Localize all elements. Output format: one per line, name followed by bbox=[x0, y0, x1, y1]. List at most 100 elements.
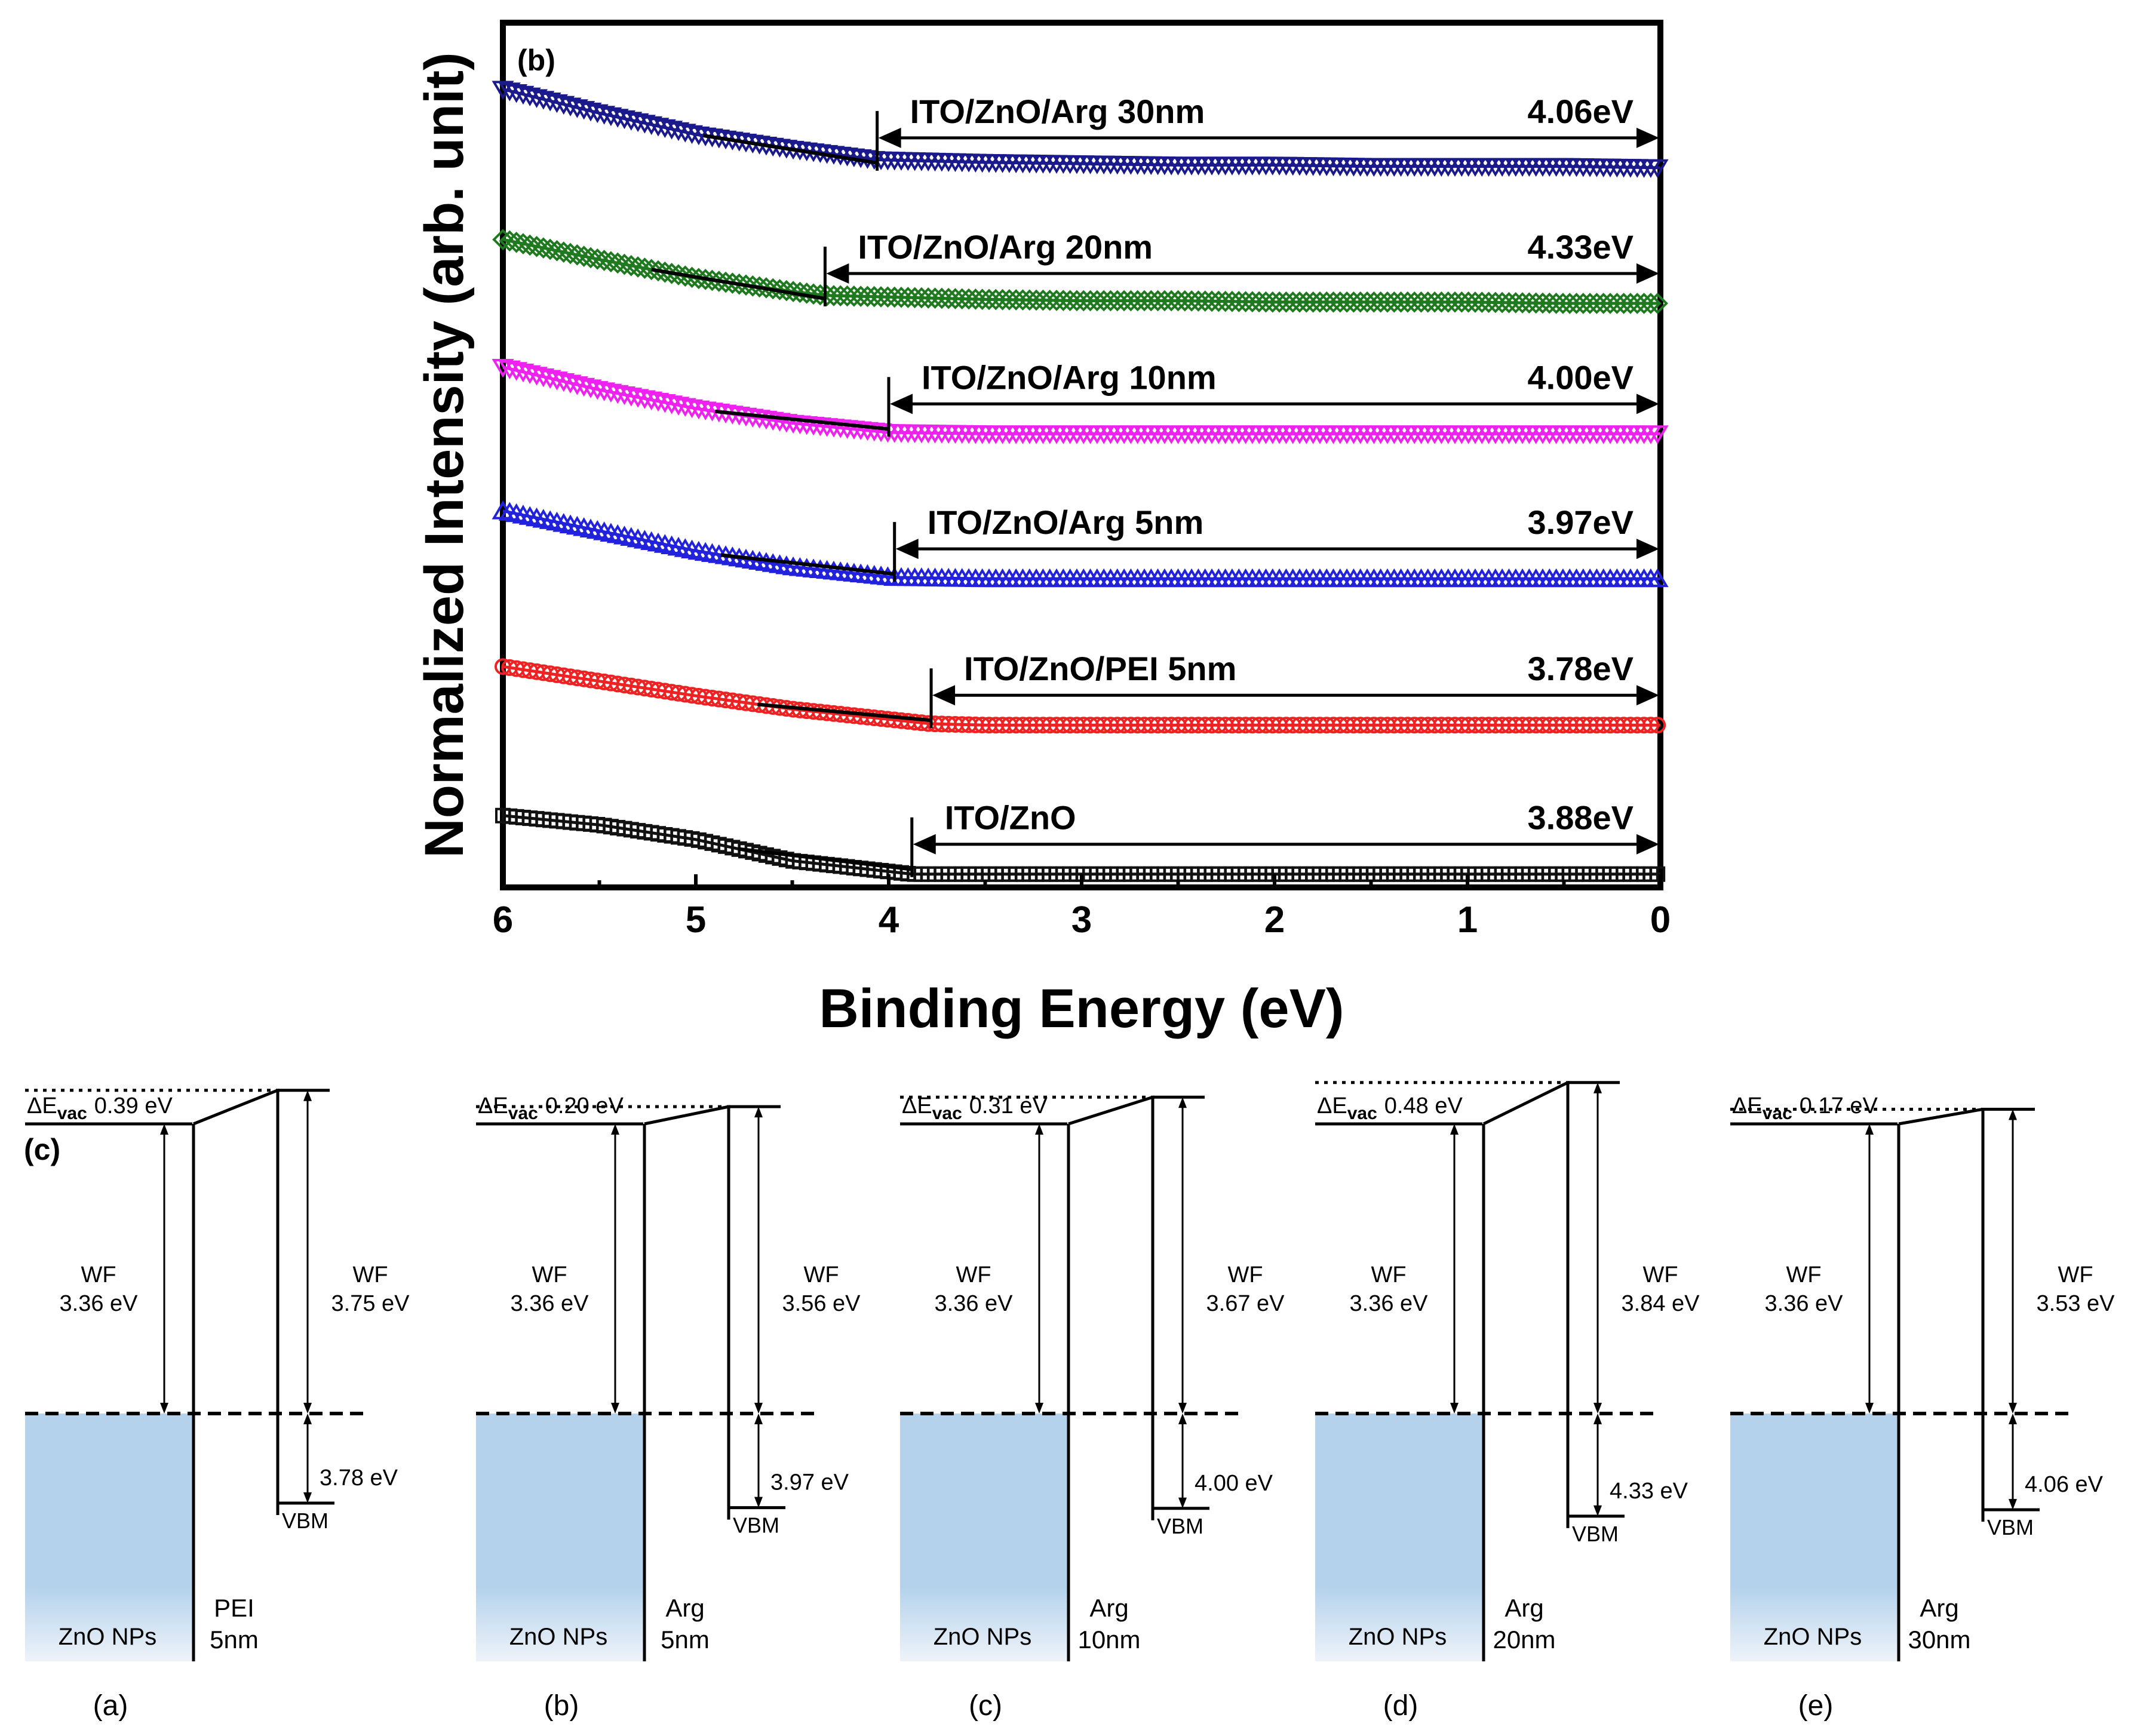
series-4: ITO/ZnO/PEI 5nm 3.78eV bbox=[495, 650, 1666, 734]
tangent-line bbox=[720, 553, 895, 576]
data-marker bbox=[499, 230, 521, 252]
data-marker bbox=[512, 233, 534, 254]
right-wf-value: 3.84 eV bbox=[1622, 1291, 1700, 1316]
data-marker bbox=[600, 251, 622, 273]
data-marker bbox=[566, 99, 588, 118]
data-marker bbox=[573, 377, 595, 397]
right-wf-arrow-head-bottom bbox=[1178, 1403, 1187, 1414]
right-wf-arrow-head-top bbox=[754, 1107, 763, 1118]
sub-panel-label: (c) bbox=[969, 1690, 1002, 1722]
data-marker bbox=[951, 288, 973, 310]
left-wf-arrow-head-top bbox=[1450, 1124, 1459, 1135]
arrow-head-right bbox=[1636, 263, 1659, 284]
sub-panel-label: (d) bbox=[1383, 1690, 1418, 1722]
delta-prefix: ΔE bbox=[902, 1093, 932, 1119]
vbm-value: 3.97 eV bbox=[770, 1470, 849, 1495]
data-marker bbox=[1046, 290, 1067, 311]
x-tick-layer: 6 5 4 3 2 1 0 bbox=[493, 874, 1671, 941]
left-wf-value: 3.36 eV bbox=[60, 1291, 139, 1316]
data-marker bbox=[627, 256, 649, 278]
data-marker bbox=[1005, 289, 1027, 311]
vbm-value: 4.06 eV bbox=[2025, 1472, 2104, 1497]
arrow-head-left bbox=[895, 539, 919, 560]
data-marker bbox=[613, 253, 635, 275]
data-marker bbox=[843, 285, 865, 307]
left-wf-label: WF bbox=[1786, 1262, 1821, 1288]
delta-sub: vac bbox=[57, 1104, 87, 1123]
data-marker bbox=[1174, 290, 1196, 312]
layer-thickness: 5nm bbox=[210, 1626, 259, 1654]
layer-name: Arg bbox=[1505, 1594, 1543, 1622]
data-marker bbox=[1650, 866, 1666, 882]
data-marker bbox=[991, 288, 1014, 311]
data-marker bbox=[978, 288, 1000, 311]
data-marker bbox=[533, 237, 554, 259]
data-marker bbox=[633, 390, 656, 409]
vbm-arrow-head-top bbox=[1178, 1414, 1187, 1424]
data-marker bbox=[593, 382, 616, 401]
data-marker bbox=[721, 272, 744, 294]
tangent-line bbox=[714, 409, 889, 431]
data-marker bbox=[1248, 291, 1270, 313]
chart-panel-label: (b) bbox=[517, 44, 555, 77]
data-marker bbox=[836, 285, 858, 307]
delta-vac-label: ΔEvac 0.20 eV bbox=[478, 1093, 624, 1123]
vbm-arrow-head-bottom bbox=[303, 1492, 312, 1504]
delta-vac-value: 0.17 eV bbox=[1800, 1093, 1878, 1119]
data-marker bbox=[728, 273, 750, 295]
data-marker bbox=[552, 96, 575, 115]
data-marker bbox=[870, 286, 892, 308]
vbm-label: VBM bbox=[1572, 1522, 1619, 1546]
data-marker bbox=[823, 285, 845, 306]
data-marker bbox=[863, 285, 885, 308]
data-marker bbox=[552, 373, 575, 392]
data-marker bbox=[607, 252, 629, 274]
data-marker bbox=[545, 94, 568, 113]
delta-prefix: ΔE bbox=[1732, 1093, 1763, 1119]
right-wf-value: 3.75 eV bbox=[331, 1291, 410, 1316]
left-wf-label: WF bbox=[81, 1262, 116, 1288]
delta-sub: vac bbox=[508, 1104, 538, 1123]
left-wf-arrow-head-top bbox=[611, 1124, 619, 1135]
delta-vac-value: 0.31 eV bbox=[969, 1093, 1048, 1119]
data-marker bbox=[917, 287, 939, 309]
right-wf-arrow-head-top bbox=[2009, 1109, 2017, 1120]
x-axis-title: Binding Energy (eV) bbox=[819, 978, 1344, 1039]
data-marker bbox=[1647, 293, 1668, 314]
series-label: ITO/ZnO/Arg 10nm bbox=[922, 358, 1217, 396]
data-marker bbox=[1059, 290, 1081, 312]
layer-name: Arg bbox=[1089, 1594, 1128, 1622]
right-wf-label: WF bbox=[1227, 1262, 1263, 1288]
data-marker bbox=[1194, 290, 1216, 312]
data-marker bbox=[613, 386, 635, 405]
data-marker bbox=[1242, 291, 1263, 313]
plot-frame bbox=[500, 20, 1663, 890]
data-marker bbox=[552, 241, 575, 263]
delta-prefix: ΔE bbox=[478, 1093, 508, 1119]
data-marker bbox=[891, 287, 912, 308]
tangent-line bbox=[757, 702, 932, 723]
delta-sub: vac bbox=[1347, 1104, 1377, 1123]
series-value-label: 4.33eV bbox=[1528, 228, 1634, 266]
data-marker bbox=[593, 106, 616, 125]
data-marker bbox=[647, 118, 670, 137]
arrow-head-left bbox=[932, 685, 956, 706]
arrow-head-left bbox=[826, 263, 849, 284]
left-wf-value: 3.36 eV bbox=[1350, 1291, 1429, 1316]
data-marker bbox=[1457, 291, 1479, 313]
left-wf-arrow-head-top bbox=[1035, 1124, 1043, 1135]
data-marker bbox=[526, 235, 548, 257]
arrow-head-right bbox=[1636, 834, 1659, 855]
right-wf-value: 3.56 eV bbox=[782, 1291, 861, 1316]
right-wf-arrow-head-bottom bbox=[303, 1403, 312, 1414]
series-value-label: 3.88eV bbox=[1528, 799, 1634, 837]
sub-panel-label: (b) bbox=[544, 1690, 579, 1722]
data-marker bbox=[971, 288, 993, 311]
data-marker bbox=[640, 116, 663, 136]
data-marker bbox=[1512, 292, 1533, 314]
left-wf-arrow-head-bottom bbox=[1865, 1403, 1874, 1414]
sub-panel-label: (a) bbox=[93, 1690, 128, 1722]
data-marker bbox=[519, 234, 541, 256]
zno-fill bbox=[25, 1414, 194, 1661]
data-marker bbox=[958, 288, 980, 310]
